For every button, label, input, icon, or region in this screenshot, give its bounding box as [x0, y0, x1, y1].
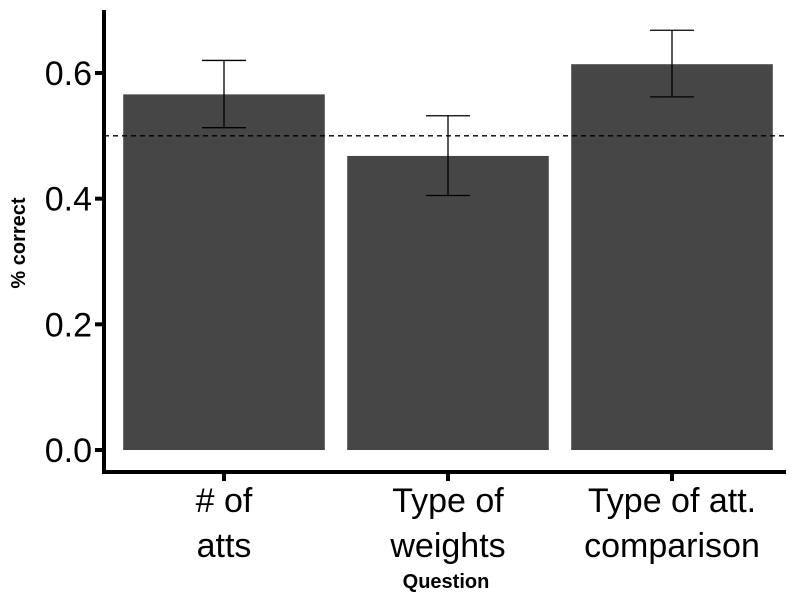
- x-tick-label-1-line-0: Type of: [392, 482, 504, 520]
- y-ticks-group: 0.0 0.2 0.4 0.6: [45, 55, 104, 470]
- error-bars-group: [202, 29, 694, 197]
- x-tick-label-2-line-1: comparison: [584, 527, 760, 565]
- y-tick-label-1: 0.2: [45, 306, 92, 344]
- x-tick-label-0-line-1: atts: [197, 527, 252, 565]
- bar-1: [347, 155, 549, 450]
- y-axis-title: % correct: [8, 197, 30, 288]
- x-ticks-group: # of atts Type of weights Type of att. compar…: [196, 472, 760, 565]
- y-tick-label-3: 0.6: [45, 55, 92, 93]
- y-tick-label-2: 0.4: [45, 181, 92, 219]
- x-tick-label-1-line-1: weights: [389, 527, 505, 565]
- bars-group: [123, 64, 773, 450]
- y-tick-label-0: 0.0: [45, 432, 92, 470]
- bar-0: [123, 94, 325, 450]
- x-tick-label-2-line-0: Type of att.: [588, 482, 756, 520]
- x-tick-label-0-line-0: # of: [196, 482, 253, 520]
- x-axis-title: Question: [403, 571, 490, 593]
- bar-2: [571, 64, 773, 450]
